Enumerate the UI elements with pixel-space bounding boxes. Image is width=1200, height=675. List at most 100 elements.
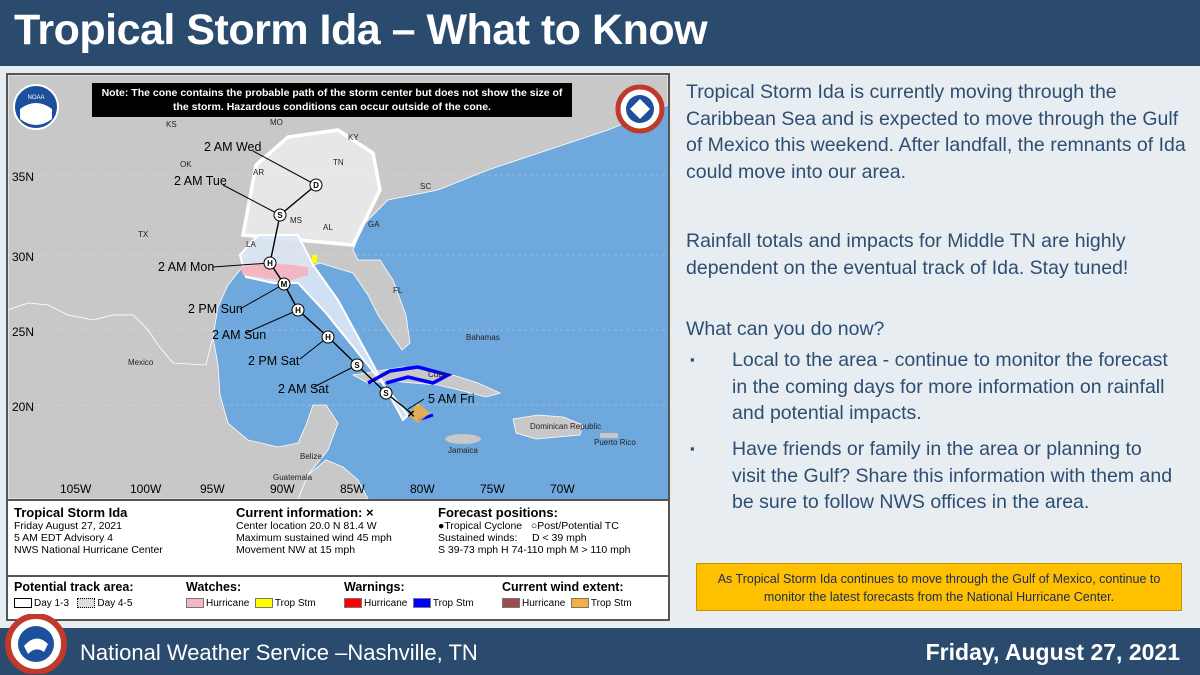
jamaica-land: [445, 434, 481, 444]
hurricane-wind-label: Hurricane: [522, 598, 566, 609]
cone-note: Note: The cone contains the probable pat…: [92, 83, 572, 117]
question-heading: What can you do now?: [686, 318, 885, 340]
footer-bar: National Weather Service –Nashville, TN …: [0, 628, 1200, 675]
center-location: Center location 20.0 N 81.4 W: [236, 520, 377, 532]
region-label: KS: [166, 120, 177, 129]
lat-label: 25N: [12, 325, 34, 339]
intro-paragraph: Tropical Storm Ida is currently moving t…: [686, 81, 1186, 183]
hurricane-wind-swatch: [502, 598, 520, 609]
forecast-positions-column: Forecast positions: ●Tropical Cyclone ○P…: [438, 505, 631, 556]
track-area-keys: Day 1-3 Day 4-5: [14, 598, 134, 609]
wind-extent-legend: Current wind extent: Hurricane Trop Stm: [502, 580, 632, 609]
forecast-time-label: 2 AM Sun: [212, 328, 266, 342]
bullet-text: Have friends or family in the area or pl…: [732, 438, 1173, 513]
callout-box: As Tropical Storm Ida continues to move …: [696, 563, 1182, 611]
lat-label: 20N: [12, 400, 34, 414]
region-label: Bahamas: [466, 333, 500, 342]
region-label: Puerto Rico: [594, 438, 636, 447]
source: NWS National Hurricane Center: [14, 544, 163, 556]
header-bar: Tropical Storm Ida – What to Know: [0, 0, 1200, 66]
storm-id-column: Tropical Storm Ida Friday August 27, 202…: [14, 505, 163, 556]
forecast-time-label: 2 AM Wed: [204, 140, 261, 154]
region-label: Guatemala: [273, 473, 313, 482]
wind-extent-keys: Hurricane Trop Stm: [502, 598, 632, 609]
tropical-cyclone-dot-icon: ●: [438, 520, 445, 532]
cyclone-key: ●Tropical Cyclone ○Post/Potential TC: [438, 520, 631, 532]
lon-label: 100W: [130, 482, 162, 496]
trop-storm-warning-label: Trop Stm: [432, 598, 474, 609]
forecast-point-m-mon: M: [277, 277, 291, 291]
region-label: OK: [180, 160, 192, 169]
current-position-marker: ×: [407, 406, 415, 421]
nws-logo: [5, 614, 67, 674]
wind-extent-heading: Current wind extent:: [502, 580, 624, 594]
region-label: TN: [333, 158, 344, 167]
storm-info-strip: Tropical Storm Ida Friday August 27, 202…: [8, 499, 668, 577]
sustained-winds-row: Sustained winds: D < 39 mph: [438, 532, 631, 544]
warnings-legend: Warnings: Hurricane Trop Stm: [344, 580, 474, 609]
forecast-time-label: 5 AM Fri: [428, 392, 475, 406]
graticule: [8, 174, 668, 406]
central-america-land: [297, 459, 369, 499]
forecast-map-panel: 35N 30N 25N 20N 105W 100W 95W 90W 85W 80…: [6, 73, 670, 621]
trop-storm-wind-extent: [408, 403, 430, 423]
forecast-point-s-sat-pm: S: [350, 358, 364, 372]
forecast-time-label: 2 AM Sat: [278, 382, 329, 396]
svg-text:NOAA: NOAA: [27, 95, 44, 101]
forecast-time-label: 2 AM Tue: [174, 174, 227, 188]
track-area-legend: Potential track area: Day 1-3 Day 4-5: [14, 580, 134, 609]
svg-text:M: M: [281, 280, 288, 289]
footer-organization: National Weather Service –Nashville, TN: [80, 640, 478, 665]
region-label: MS: [290, 216, 302, 225]
bullet-text: Local to the area - continue to monitor …: [732, 349, 1168, 424]
trop-storm-wind-swatch: [570, 598, 589, 609]
lon-label: 80W: [410, 482, 435, 496]
region-label: SC: [420, 182, 431, 191]
day-4-5-label: Day 4-5: [97, 598, 133, 609]
region-label: Belize: [300, 452, 322, 461]
region-label: Jamaica: [448, 446, 478, 455]
forecast-positions-heading: Forecast positions:: [438, 505, 558, 520]
svg-text:S: S: [383, 389, 389, 398]
region-label: LA: [246, 240, 256, 249]
movement: Movement NW at 15 mph: [236, 544, 356, 556]
current-info-heading: Current information: ×: [236, 505, 374, 520]
trop-storm-watch-swatch: [254, 598, 273, 609]
region-label: AL: [323, 223, 333, 232]
warnings-heading: Warnings:: [344, 580, 405, 594]
track-area-heading: Potential track area:: [14, 580, 134, 594]
forecast-point-h-sun-pm: H: [291, 303, 305, 317]
bullet-square-icon: ▪: [690, 352, 695, 367]
footer-date: Friday, August 27, 2021: [925, 639, 1180, 665]
d-definition: D < 39 mph: [531, 532, 587, 544]
forecast-points: S S H H M H S D: [263, 178, 393, 400]
rainfall-paragraph: Rainfall totals and impacts for Middle T…: [686, 230, 1129, 279]
region-label: AR: [253, 168, 264, 177]
region-label: MO: [270, 118, 283, 127]
post-tc-label: Post/Potential TC: [537, 520, 619, 532]
storm-date: Friday August 27, 2021: [14, 520, 122, 532]
warnings-keys: Hurricane Trop Stm: [344, 598, 474, 609]
bullet-square-icon: ▪: [690, 441, 695, 456]
trop-storm-watch-area: [312, 255, 317, 263]
region-label: Dominican Republic: [530, 422, 601, 431]
nws-logo-small: [615, 84, 665, 134]
sustained-winds-label: Sustained winds:: [438, 532, 518, 544]
hispaniola-land: [512, 414, 584, 440]
forecast-time-label: 2 PM Sun: [188, 302, 243, 316]
svg-text:H: H: [325, 333, 331, 342]
text-panel: Tropical Storm Ida is currently moving t…: [676, 73, 1194, 621]
forecast-time-label: 2 PM Sat: [248, 354, 300, 368]
region-label: KY: [348, 133, 359, 142]
forecast-point-s-tue: S: [273, 208, 287, 222]
day-1-3-swatch: [14, 598, 32, 609]
hurricane-watch-swatch: [186, 598, 204, 609]
forecast-time-label: 2 AM Mon: [158, 260, 214, 274]
shm-definitions: S 39-73 mph H 74-110 mph M > 110 mph: [438, 544, 631, 556]
hurricane-watch-label: Hurricane: [206, 598, 250, 609]
max-winds: Maximum sustained wind 45 mph: [236, 532, 392, 544]
lat-label: 30N: [12, 250, 34, 264]
day-4-5-swatch: [77, 598, 96, 609]
region-label: Mexico: [128, 358, 154, 367]
post-tc-circle-icon: ○: [530, 520, 538, 532]
